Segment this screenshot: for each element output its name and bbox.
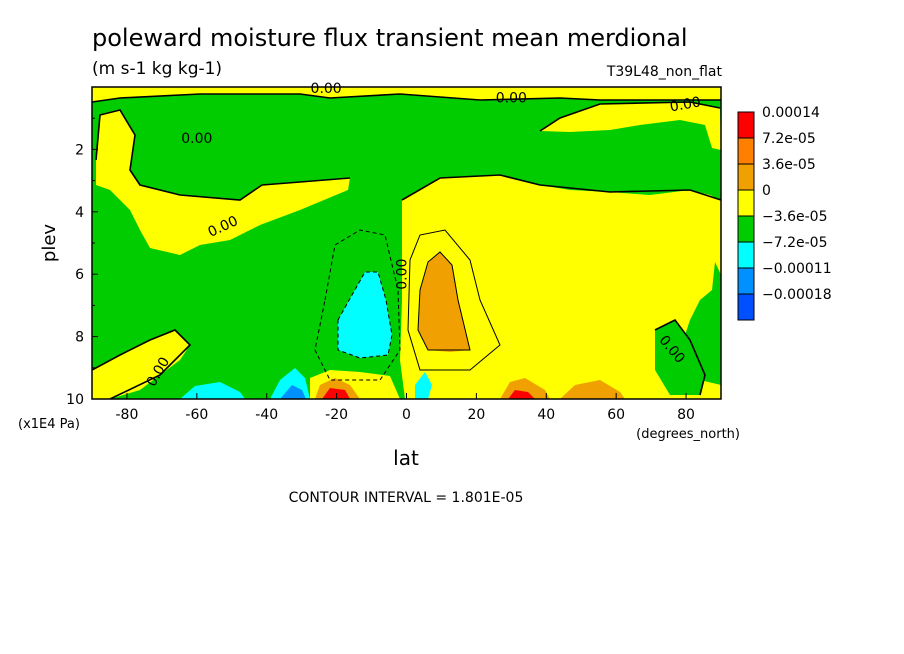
x-tick-label: 80 [677,407,695,423]
x-tick-label: -20 [325,407,348,423]
legend-label: −0.00018 [762,287,832,303]
legend-swatch [737,189,755,217]
bottom-blue-patch [280,385,306,399]
orange-maximum-10N [418,252,470,352]
x-tick-label: -60 [185,407,208,423]
legend-swatch [737,137,755,165]
chart-title: poleward moisture flux transient mean me… [92,24,688,52]
color-legend: 0.00014 7.2e-05 3.6e-05 0 −3.6e-05 −7.2e-05 −0… [737,105,832,321]
contour-label: 0.00 [496,91,527,107]
y-axis: 2 4 6 8 10 [66,117,98,408]
legend-swatch [737,241,755,269]
legend-swatch [737,267,755,295]
model-label: T39L48_non_flat [606,64,723,80]
chart-units: (m s-1 kg kg-1) [92,59,222,79]
contour-interval-note: CONTOUR INTERVAL = 1.801E-05 [289,490,524,506]
x-tick-label: 60 [607,407,625,423]
legend-label: 0 [762,183,771,199]
bottom-cyan-patch-3 [415,372,432,399]
zero-contours [92,93,721,399]
legend-label: 7.2e-05 [762,131,816,147]
y-tick-label: 2 [75,142,84,158]
legend-label: 3.6e-05 [762,157,816,173]
y-tick-label: 8 [75,330,84,346]
contour-label: 0.00 [395,259,411,290]
x-axis: -80 -60 -40 -20 0 20 40 60 80 [116,393,695,423]
legend-swatch [737,293,755,321]
legend-swatch [737,163,755,191]
x-tick-label: -40 [255,407,278,423]
legend-swatch [737,215,755,243]
x-tick-label: -80 [116,407,139,423]
legend-label: −0.00011 [762,261,832,277]
y-tick-label: 10 [66,392,84,408]
legend-label: 0.00014 [762,105,820,121]
x-axis-units: (degrees_north) [636,427,740,442]
contour-label: 0.00 [669,94,702,115]
x-tick-label: 0 [402,407,411,423]
left-positive-region [96,110,350,255]
right-positive-region [400,175,721,399]
upper-right-positive [540,102,721,150]
x-axis-title: lat [393,446,419,470]
y-axis-title: plev [39,224,60,263]
y-tick-label: 4 [75,205,84,221]
bottom-cyan-patch-1 [180,382,245,399]
y-axis-units: (x1E4 Pa) [18,417,80,432]
positive-contours [407,229,501,371]
contour-label: 0.00 [311,81,342,97]
legend-swatch [737,111,755,139]
top-positive-band [92,87,721,102]
negative-contours [314,229,401,381]
cyan-minimum [338,272,392,358]
bottom-orange-patch-3 [560,380,625,399]
legend-label: −7.2e-05 [762,235,827,251]
contour-label: 0.00 [181,131,212,147]
contour-field [92,87,721,399]
left-bottom-positive [92,330,190,399]
bottom-red-patch-2 [508,390,535,399]
bottom-red-patch-1 [322,388,350,399]
legend-label: −3.6e-05 [762,209,827,225]
y-tick-label: 6 [75,267,84,283]
x-tick-label: 20 [467,407,485,423]
x-tick-label: 40 [537,407,555,423]
bottom-right-negative [655,320,705,395]
